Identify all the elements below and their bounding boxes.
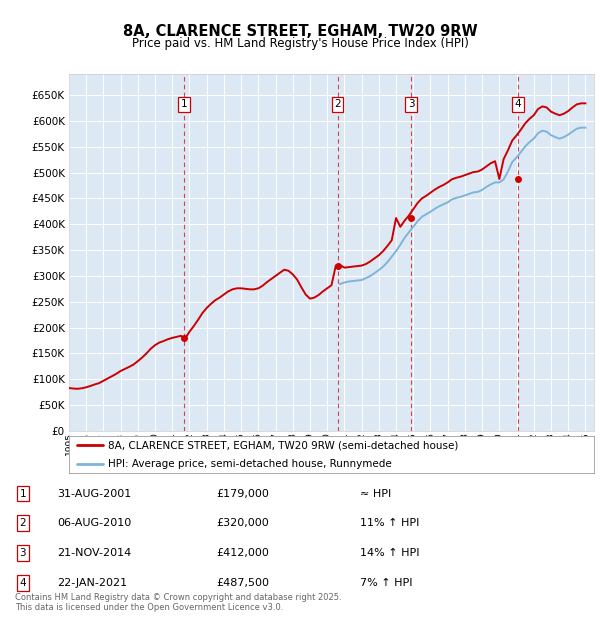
Text: £320,000: £320,000 [216,518,269,528]
Text: 22-JAN-2021: 22-JAN-2021 [57,578,127,588]
Text: Price paid vs. HM Land Registry's House Price Index (HPI): Price paid vs. HM Land Registry's House … [131,37,469,50]
Text: 06-AUG-2010: 06-AUG-2010 [57,518,131,528]
Text: 8A, CLARENCE STREET, EGHAM, TW20 9RW: 8A, CLARENCE STREET, EGHAM, TW20 9RW [122,24,478,38]
Text: 4: 4 [514,99,521,109]
Text: 2: 2 [19,518,26,528]
Text: 14% ↑ HPI: 14% ↑ HPI [360,548,419,558]
Text: 3: 3 [19,548,26,558]
Text: ≈ HPI: ≈ HPI [360,489,391,498]
Text: Contains HM Land Registry data © Crown copyright and database right 2025.
This d: Contains HM Land Registry data © Crown c… [15,593,341,612]
Text: £487,500: £487,500 [216,578,269,588]
Text: HPI: Average price, semi-detached house, Runnymede: HPI: Average price, semi-detached house,… [109,459,392,469]
Text: 31-AUG-2001: 31-AUG-2001 [57,489,131,498]
Text: £412,000: £412,000 [216,548,269,558]
Text: 2: 2 [334,99,341,109]
Text: 1: 1 [19,489,26,498]
Text: 4: 4 [19,578,26,588]
Text: 21-NOV-2014: 21-NOV-2014 [57,548,131,558]
Text: 7% ↑ HPI: 7% ↑ HPI [360,578,413,588]
Text: 8A, CLARENCE STREET, EGHAM, TW20 9RW (semi-detached house): 8A, CLARENCE STREET, EGHAM, TW20 9RW (se… [109,440,459,450]
Text: 3: 3 [408,99,415,109]
Text: 1: 1 [181,99,187,109]
Text: 11% ↑ HPI: 11% ↑ HPI [360,518,419,528]
Text: £179,000: £179,000 [216,489,269,498]
